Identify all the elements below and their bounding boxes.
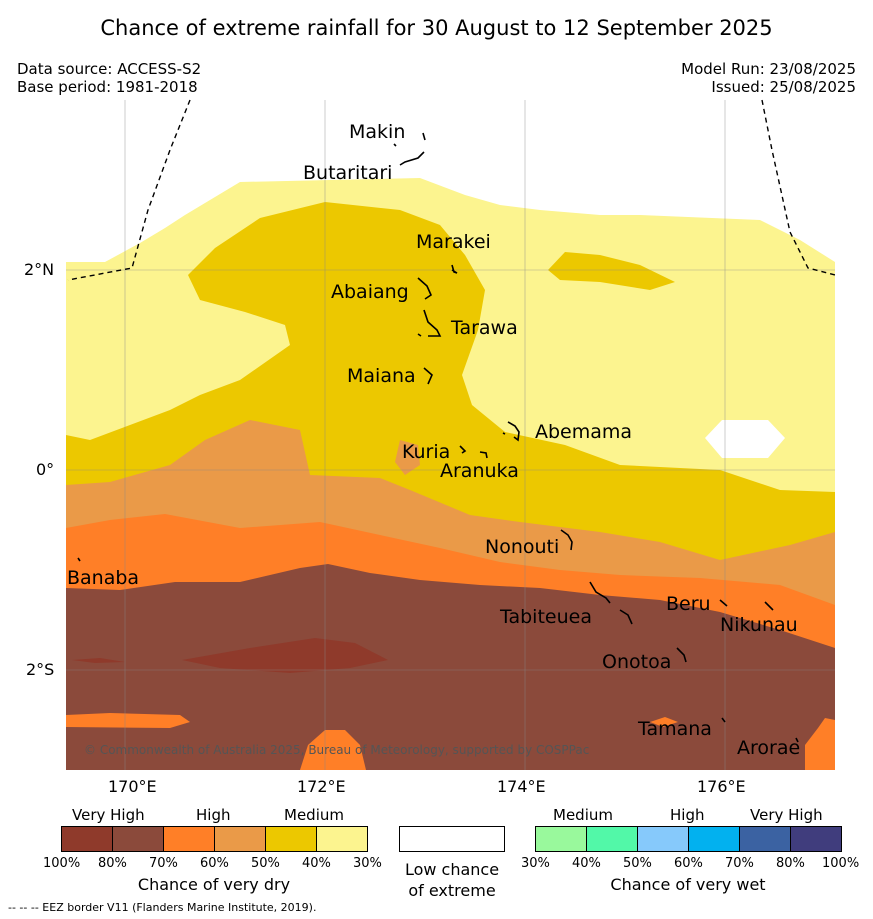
dry-cat-high: High xyxy=(196,806,231,824)
wet-swatch-80-100 xyxy=(790,826,842,852)
wet-cat-high: High xyxy=(670,806,705,824)
eez-border xyxy=(67,99,836,281)
wet-tick-70: 70% xyxy=(725,856,754,871)
label-abaiang: Abaiang xyxy=(331,281,409,303)
wet-caption: Chance of very wet xyxy=(610,875,766,894)
island-outlines xyxy=(77,132,799,743)
label-maiana: Maiana xyxy=(347,365,416,387)
x-tick-174e: 174°E xyxy=(497,777,546,796)
y-tick-2n: 2°N xyxy=(24,260,55,279)
label-arorae: Arorae xyxy=(737,737,801,759)
dry-caption: Chance of very dry xyxy=(137,875,291,894)
map-credit: © Commonwealth of Australia 2025, Bureau… xyxy=(84,743,590,757)
dry-cat-medium: Medium xyxy=(284,806,344,824)
dry-tick-80: 80% xyxy=(98,856,127,871)
tabiteuea-island xyxy=(589,581,611,604)
maiana-island xyxy=(423,367,433,385)
onotoa-island xyxy=(676,647,687,663)
wet-tick-40: 40% xyxy=(572,856,601,871)
nonouti-island xyxy=(560,529,573,551)
tamana-island xyxy=(721,717,726,723)
wet-swatch-50-60 xyxy=(637,826,689,852)
aranuka-island xyxy=(479,451,488,459)
dry-tick-100: 100% xyxy=(43,856,81,871)
abaiang-island xyxy=(417,277,433,300)
dry-swatch-30-40 xyxy=(316,826,368,852)
wet-swatch-30-40 xyxy=(535,826,587,852)
low-chance-line2: of extreme xyxy=(408,881,496,900)
arorae-island xyxy=(795,737,799,743)
dry-tick-50: 50% xyxy=(251,856,280,871)
wet-cat-medium: Medium xyxy=(553,806,613,824)
x-tick-172e: 172°E xyxy=(297,777,346,796)
banaba-island xyxy=(77,557,81,562)
dry-swatch-40-50 xyxy=(265,826,317,852)
wet-tick-30: 30% xyxy=(521,856,550,871)
label-marakei: Marakei xyxy=(416,231,491,253)
graticule xyxy=(66,100,835,770)
label-abemama: Abemama xyxy=(535,421,633,443)
label-makin: Makin xyxy=(349,121,406,143)
dry-tick-30: 30% xyxy=(353,856,382,871)
wet-cat-very-high: Very High xyxy=(750,806,823,824)
model-run-label: Model Run: 23/08/2025 xyxy=(681,60,856,78)
label-banaba: Banaba xyxy=(67,567,140,589)
dry-tick-70: 70% xyxy=(149,856,178,871)
wet-swatch-70-80 xyxy=(739,826,791,852)
beru-island xyxy=(719,599,728,607)
dry-swatch-70-80 xyxy=(112,826,164,852)
label-aranuka: Aranuka xyxy=(440,460,519,482)
nikunau-island xyxy=(764,601,774,611)
label-nonouti: Nonouti xyxy=(485,536,560,558)
y-tick-2s: 2°S xyxy=(26,660,55,679)
label-tabiteuea: Tabiteuea xyxy=(500,606,592,628)
marakei-island xyxy=(451,264,458,274)
dry-tick-60: 60% xyxy=(200,856,229,871)
data-source-label: Data source: ACCESS-S2 xyxy=(17,60,202,78)
low-chance-swatch xyxy=(399,826,505,852)
dry-swatch-80-100 xyxy=(61,826,113,852)
label-nikunau: Nikunau xyxy=(720,614,798,636)
y-tick-0: 0° xyxy=(36,460,55,479)
dry-swatch-60-70 xyxy=(163,826,215,852)
butaritari-island xyxy=(399,151,425,166)
label-tarawa: Tarawa xyxy=(451,317,518,339)
issued-label: Issued: 25/08/2025 xyxy=(711,78,856,96)
wet-tick-50: 50% xyxy=(623,856,652,871)
makin-island xyxy=(422,132,426,141)
dry-tick-40: 40% xyxy=(302,856,331,871)
eez-border-note: -- -- -- EEZ border V11 (Flanders Marine… xyxy=(8,901,317,914)
wet-tick-80: 80% xyxy=(776,856,805,871)
low-chance-line1: Low chance xyxy=(404,860,500,879)
rainfall-shading xyxy=(66,178,835,770)
base-period-label: Base period: 1981-2018 xyxy=(17,78,198,96)
kuria-island xyxy=(459,445,467,454)
dry-cat-very-high: Very High xyxy=(72,806,145,824)
wet-swatch-40-50 xyxy=(586,826,638,852)
wet-tick-100: 100% xyxy=(822,856,860,871)
label-kuria: Kuria xyxy=(402,441,451,463)
label-beru: Beru xyxy=(666,593,711,615)
abemama-island xyxy=(507,421,520,442)
label-butaritari: Butaritari xyxy=(303,162,393,184)
label-onotoa: Onotoa xyxy=(602,651,672,673)
tarawa-island xyxy=(423,309,442,337)
wet-swatch-60-70 xyxy=(688,826,740,852)
dry-swatch-50-60 xyxy=(214,826,266,852)
label-tamana: Tamana xyxy=(638,718,712,740)
x-tick-176e: 176°E xyxy=(697,777,746,796)
x-tick-170e: 170°E xyxy=(108,777,157,796)
wet-tick-60: 60% xyxy=(674,856,703,871)
map-title: Chance of extreme rainfall for 30 August… xyxy=(100,16,773,40)
